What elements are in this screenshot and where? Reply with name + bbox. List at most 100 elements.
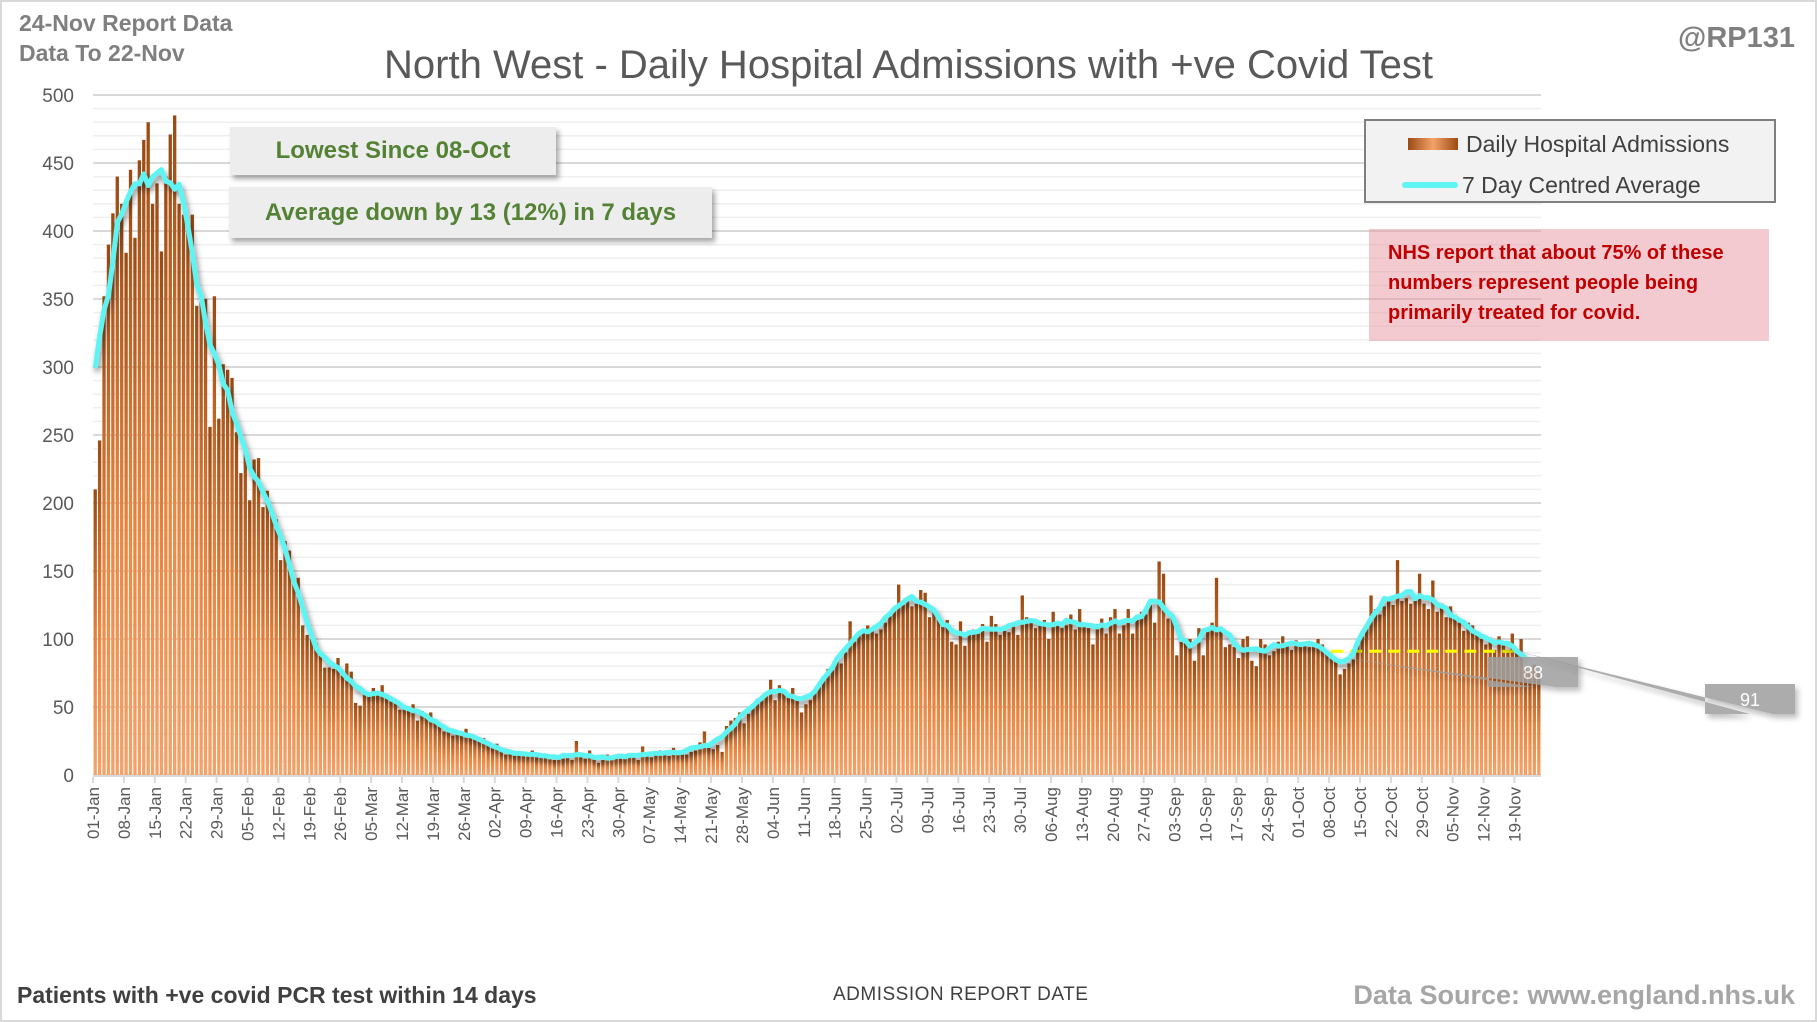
bar [349, 671, 353, 775]
bar [367, 696, 371, 775]
bar [1497, 636, 1501, 775]
bar [1276, 641, 1280, 775]
bar [835, 660, 839, 775]
x-tick-label: 19-Mar [424, 787, 443, 841]
bar [1126, 609, 1130, 775]
bar [1192, 660, 1197, 775]
bar [579, 757, 583, 775]
bar [605, 754, 609, 775]
bar [1020, 595, 1024, 775]
x-tick-label: 08-Oct [1320, 787, 1339, 838]
bar [1360, 636, 1364, 775]
bar [296, 577, 300, 775]
bar [1130, 633, 1135, 775]
bar [442, 731, 446, 775]
bar [362, 690, 367, 775]
bar [1426, 609, 1431, 775]
bar [592, 758, 596, 775]
bar [318, 655, 323, 775]
x-tick-label: 05-Mar [362, 787, 381, 841]
bar [248, 500, 252, 775]
bar [1506, 649, 1510, 775]
bar [468, 736, 473, 775]
bar [301, 625, 305, 775]
x-tick-label: 11-Jun [795, 787, 814, 838]
bar [773, 700, 777, 775]
bar [1395, 560, 1400, 775]
bar [702, 731, 707, 775]
bar [1369, 595, 1373, 775]
bar [230, 377, 234, 775]
bar [994, 624, 998, 775]
bar [658, 750, 662, 775]
bar [1064, 625, 1069, 775]
bar [1501, 641, 1506, 775]
bar [137, 160, 142, 775]
bar [1272, 651, 1276, 775]
bar [1532, 664, 1537, 775]
bar [1091, 644, 1095, 775]
bar [972, 629, 976, 775]
bar [1307, 647, 1311, 775]
bar [521, 753, 526, 775]
bar [1325, 651, 1329, 775]
bar [1016, 634, 1020, 775]
bar [897, 584, 901, 775]
bar [1364, 625, 1369, 775]
bar [1042, 619, 1047, 775]
x-tick-label: 15-Jan [146, 787, 165, 839]
average-line-group [92, 167, 1528, 761]
line-swatch-icon [1402, 182, 1458, 188]
x-tick-label: 03-Sep [1166, 787, 1185, 842]
bar [764, 693, 768, 775]
bar [724, 726, 729, 775]
x-tick-label: 05-Feb [239, 787, 258, 841]
author-handle: @RP131 [1678, 22, 1795, 54]
bar [954, 644, 958, 775]
bar [380, 685, 384, 775]
x-tick-label: 14-May [671, 787, 690, 844]
bar [614, 755, 618, 775]
bar [433, 723, 437, 775]
bar [490, 747, 495, 775]
bar [883, 622, 888, 775]
bar [1462, 630, 1466, 775]
bar [1214, 577, 1219, 775]
bar [1033, 628, 1038, 775]
bar [327, 667, 331, 775]
bar [499, 750, 504, 775]
bar [128, 169, 133, 776]
bar [813, 692, 817, 775]
bar [663, 753, 667, 775]
bar [671, 747, 676, 775]
bar [331, 668, 336, 775]
bar [998, 634, 1002, 775]
bar [1148, 605, 1152, 775]
x-tick-label: 13-Aug [1073, 787, 1092, 842]
bar [1082, 622, 1086, 775]
bar [1206, 630, 1210, 775]
bar [627, 753, 632, 775]
x-tick-label: 17-Sep [1227, 787, 1246, 842]
bar [1029, 622, 1033, 775]
bar [256, 458, 261, 775]
x-tick-label: 19-Feb [300, 787, 319, 841]
lowest-since-annotation: Lowest Since 08-Oct [230, 127, 556, 175]
average-change-annotation: Average down by 13 (12%) in 7 days [229, 187, 712, 238]
bar [804, 704, 808, 775]
bar [1382, 606, 1386, 775]
bar [274, 519, 278, 775]
bar [1448, 606, 1453, 775]
x-tick-label: 08-Jan [115, 787, 134, 839]
bar [821, 678, 826, 775]
bar [963, 645, 967, 775]
bar [323, 667, 327, 775]
bar [1289, 649, 1294, 775]
bar [389, 701, 393, 775]
bar [768, 679, 773, 775]
bar [967, 630, 971, 775]
bar [874, 633, 879, 775]
bar [1223, 647, 1228, 775]
bar [150, 203, 155, 776]
